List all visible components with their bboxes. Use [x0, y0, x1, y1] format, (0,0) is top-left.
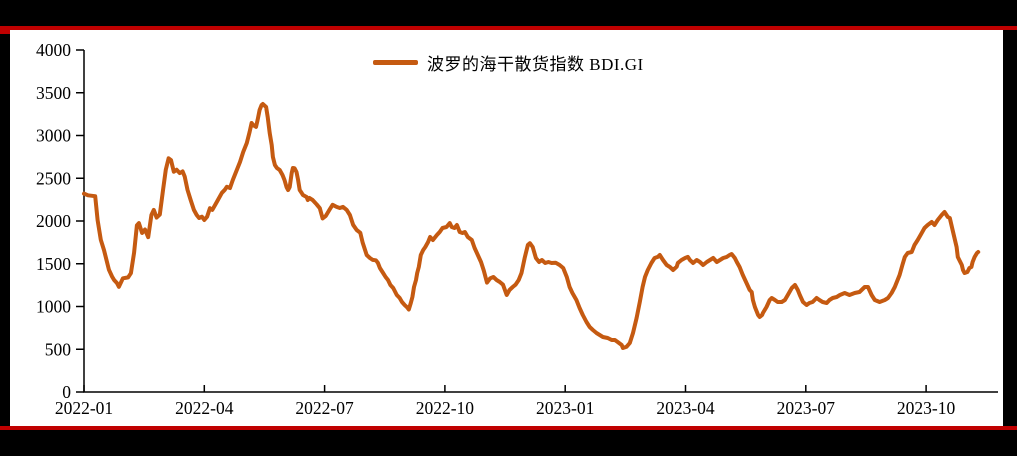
y-tick-label: 3500: [36, 83, 71, 103]
y-tick-label: 1000: [36, 297, 71, 317]
frame-bottom-red-line: [0, 426, 1017, 430]
x-tick-label: 2022-10: [416, 398, 475, 418]
y-tick-label: 500: [45, 339, 72, 359]
x-tick-label: 2023-04: [656, 398, 715, 418]
legend-label: 波罗的海干散货指数 BDI.GI: [427, 55, 644, 74]
y-tick-label: 3000: [36, 126, 71, 146]
y-tick-label: 4000: [36, 40, 71, 60]
bdi-line-chart: 0 500 1000 1500 2000 2500 3000 3500 4000 2022-01 2…: [36, 40, 998, 418]
x-tick-label: 2023-10: [897, 398, 956, 418]
x-tick-label: 2023-01: [536, 398, 594, 418]
y-tick-label: 1500: [36, 254, 71, 274]
y-tick-label: 0: [62, 382, 71, 402]
axes: [83, 50, 998, 393]
x-tick-label: 2023-07: [777, 398, 836, 418]
frame-corner-red-square: [0, 26, 13, 34]
chart-panel: 0 500 1000 1500 2000 2500 3000 3500 4000 2022-01 2…: [10, 30, 1003, 426]
x-tick-label: 2022-07: [295, 398, 354, 418]
bdi-series-line: [82, 102, 981, 350]
frame-top-red-line: [0, 26, 1017, 30]
x-tick-label: 2022-04: [175, 398, 234, 418]
y-tick-label: 2000: [36, 211, 71, 231]
legend-line-swatch: [373, 60, 418, 65]
y-tick-label: 2500: [36, 168, 71, 188]
x-tick-label: 2022-01: [55, 398, 113, 418]
legend: 波罗的海干散货指数 BDI.GI: [373, 50, 644, 75]
